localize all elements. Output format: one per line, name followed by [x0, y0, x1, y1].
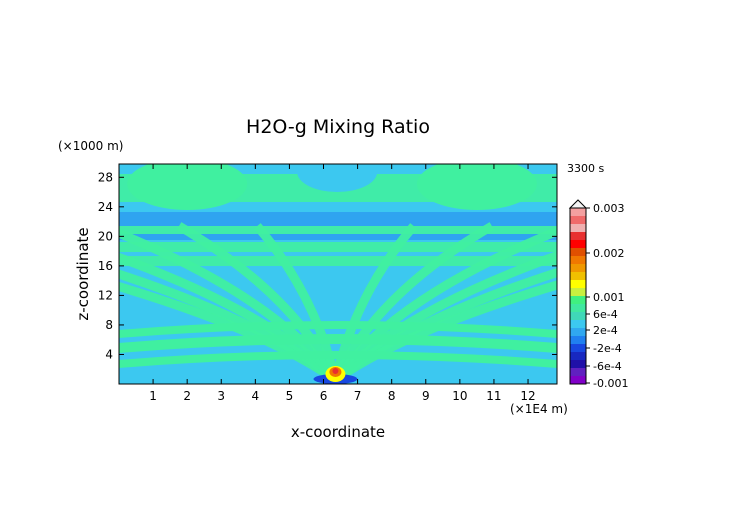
field-band [119, 256, 557, 266]
x-tick-label: 2 [183, 389, 191, 403]
colorbar-swatch [570, 272, 586, 281]
x-tick-label: 11 [486, 389, 501, 403]
colorbar-swatch [570, 344, 586, 353]
colorbar-swatch [570, 320, 586, 329]
field-band [119, 234, 557, 240]
y-unit-label: (×1000 m) [58, 139, 123, 153]
colorbar-label: -6e-4 [593, 360, 622, 373]
colorbar-swatch [570, 336, 586, 345]
x-tick-label: 3 [217, 389, 225, 403]
field-band [119, 226, 557, 234]
y-tick-label: 28 [98, 170, 113, 184]
colorbar-frame [569, 207, 587, 385]
colorbar-swatch [570, 216, 586, 225]
colorbar-label: 2e-4 [593, 324, 618, 337]
field-lower-band [119, 351, 557, 368]
colorbar-swatch [570, 224, 586, 233]
colorbar-swatch [570, 280, 586, 289]
field-plume [253, 223, 340, 382]
colorbar-swatch [570, 240, 586, 249]
plot-frame [118, 163, 558, 385]
colorbar-swatch [570, 232, 586, 241]
colorbar-swatch [570, 352, 586, 361]
colorbar-swatch [570, 312, 586, 321]
x-axis-label: x-coordinate [291, 423, 385, 441]
y-tick-label: 16 [98, 259, 113, 273]
source-core [332, 368, 339, 374]
y-tick-label: 12 [98, 288, 113, 302]
x-tick-label: 6 [320, 389, 328, 403]
y-axis-label: z-coordinate [74, 227, 92, 320]
colorbar-label: 0.001 [593, 291, 625, 304]
colorbar-swatch [570, 296, 586, 305]
x-tick-label: 12 [520, 389, 535, 403]
x-tick-label: 5 [286, 389, 294, 403]
x-axis: 1 2 3 4 5 6 7 8 9 10 11 12 [149, 164, 536, 403]
colorbar-label: -0.001 [593, 377, 628, 390]
y-axis: 4 8 12 16 20 24 28 [98, 170, 557, 361]
field-lobe [127, 164, 248, 210]
x-tick-label: 7 [354, 389, 362, 403]
field-plume [331, 223, 418, 382]
colorbar-label: 0.003 [593, 202, 625, 215]
colorbar-swatch [570, 360, 586, 369]
field-band [119, 242, 557, 252]
colorbar-swatch [570, 328, 586, 337]
colorbar-swatch [570, 288, 586, 297]
x-tick-label: 4 [252, 389, 260, 403]
field-bands [119, 164, 557, 384]
colorbar: 0.003 0.002 0.001 6e-4 2e-4 -2e-4 -6e-4 -0.001 [568, 199, 628, 390]
colorbar-arrow [568, 199, 588, 209]
field-lower-band [119, 321, 557, 338]
chart-title: H2O-g Mixing Ratio [246, 116, 430, 138]
colorbar-label: -2e-4 [593, 342, 622, 355]
y-tick-label: 8 [105, 318, 113, 332]
colorbar-swatch [570, 304, 586, 313]
field-lobe-top [297, 164, 378, 192]
field-lobe [416, 164, 537, 210]
x-tick-label: 1 [149, 389, 157, 403]
y-tick-label: 20 [98, 229, 113, 243]
field-lower-band [119, 334, 557, 353]
colorbar-swatch [570, 368, 586, 377]
colorbar-swatch [570, 208, 586, 217]
colorbar-swatch [570, 256, 586, 265]
y-tick-label: 24 [98, 200, 113, 214]
time-label: 3300 s [567, 162, 604, 175]
colorbar-swatch [570, 248, 586, 257]
field-band [119, 212, 557, 226]
colorbar-swatch [570, 264, 586, 273]
x-tick-label: 10 [452, 389, 467, 403]
colorbar-label: 0.002 [593, 247, 625, 260]
x-tick-label: 9 [422, 389, 430, 403]
x-unit-label: (×1E4 m) [510, 402, 568, 416]
y-tick-label: 4 [105, 347, 113, 361]
colorbar-label: 6e-4 [593, 308, 618, 321]
colorbar-swatch [570, 376, 586, 385]
x-tick-label: 8 [388, 389, 396, 403]
